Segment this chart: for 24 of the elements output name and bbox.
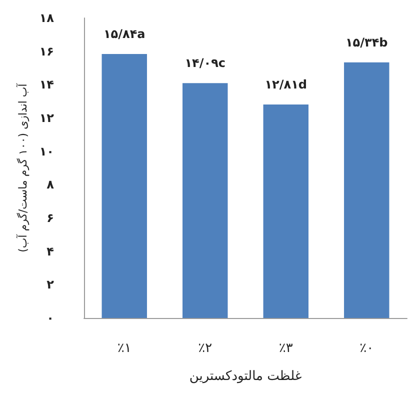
y-tick-label: ۱۶ [39, 44, 54, 58]
bar [263, 104, 308, 318]
y-tick-label: ۰ [46, 311, 54, 325]
y-tick-label: ۱۰ [39, 144, 54, 158]
x-tick-label: ٪۲ [198, 341, 212, 356]
data-label: ۱۴/۰۹c [184, 56, 226, 70]
bar [102, 54, 147, 318]
x-axis-title: غلظت مالتودکسترین [189, 369, 302, 384]
x-tick-label: ٪۱ [117, 341, 132, 356]
bar [344, 62, 390, 318]
y-axis-title: آب اندازی (۱۰۰ گرم ماست/گرم آب) [15, 82, 30, 252]
y-tick-label: ۱۴ [39, 78, 54, 92]
data-label: ۱۲/۸۱d [264, 78, 308, 92]
y-tick-label: ۱۸ [39, 11, 55, 25]
y-tick-label: ۸ [46, 178, 55, 192]
data-label: ۱۵/۸۴a [103, 27, 146, 41]
y-tick-label: ۴ [46, 244, 54, 258]
y-tick-label: ۲ [46, 278, 55, 292]
data-label: ۱۵/۳۴b [345, 35, 388, 50]
x-tick-label: ٪۳ [278, 341, 293, 356]
x-tick-label: ٪۰ [360, 341, 374, 356]
y-tick-label: ۱۲ [39, 111, 55, 125]
y-tick-label: ۶ [46, 211, 54, 225]
bar [182, 83, 228, 318]
